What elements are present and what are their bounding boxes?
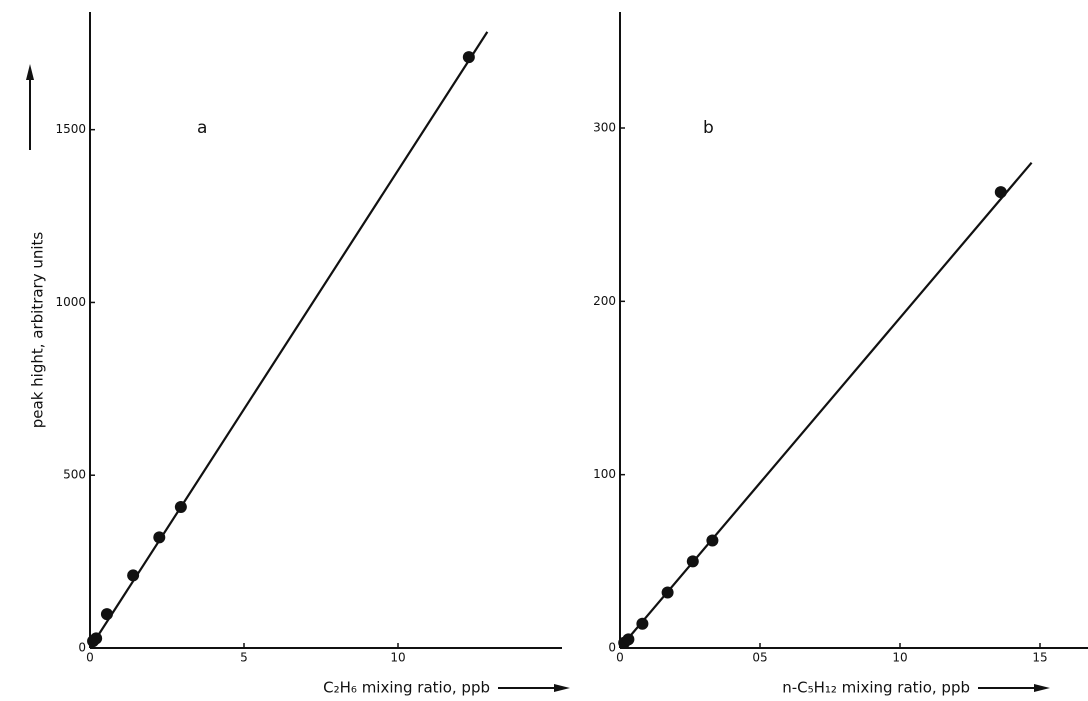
panel-title: b (703, 118, 714, 138)
x-tick-label: 15 (1032, 651, 1047, 665)
data-point (127, 569, 140, 582)
y-tick-label: 500 (63, 468, 86, 482)
y-tick-label: 200 (593, 294, 616, 308)
y-tick-label: 1500 (55, 122, 86, 136)
x-tick-label: 10 (390, 651, 405, 665)
y-tick-label: 100 (593, 467, 616, 481)
panel-title: a (197, 118, 207, 138)
fit-line (619, 161, 1033, 649)
y-tick-label: 0 (78, 641, 86, 655)
y-tick-label: 0 (608, 641, 616, 655)
data-point (174, 501, 187, 514)
y-tick-label: 1000 (55, 295, 86, 309)
data-point (636, 617, 649, 630)
x-axis-label: C₂H₆ mixing ratio, ppb (323, 679, 490, 697)
data-point (100, 608, 113, 621)
data-point (661, 586, 674, 599)
x-tick-label: 0 (86, 651, 94, 665)
data-point (90, 632, 103, 645)
y-arrow-head (26, 64, 34, 80)
y-axis-label: peak hight, arbitrary units (29, 232, 47, 429)
x-tick-label: 5 (240, 651, 248, 665)
data-point (994, 186, 1007, 199)
data-point (686, 555, 699, 568)
data-point (462, 51, 475, 64)
fit-line (89, 31, 489, 649)
x-arrow-head (1034, 684, 1050, 692)
x-tick-label: 05 (752, 651, 767, 665)
x-tick-label: 10 (892, 651, 907, 665)
x-tick-label: 0 (616, 651, 624, 665)
data-point (622, 633, 635, 646)
data-point (706, 534, 719, 547)
x-arrow-head (554, 684, 570, 692)
x-axis-label: n-C₅H₁₂ mixing ratio, ppb (782, 679, 970, 697)
y-tick-label: 300 (593, 121, 616, 135)
data-point (153, 531, 166, 544)
